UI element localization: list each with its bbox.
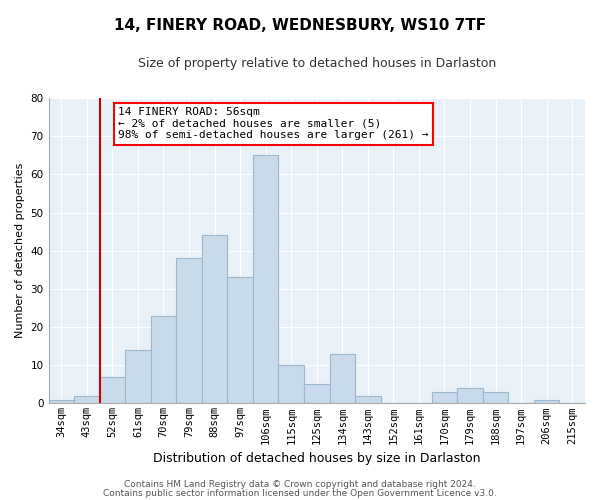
- Bar: [176, 258, 202, 404]
- Bar: [278, 365, 304, 404]
- Text: 14, FINERY ROAD, WEDNESBURY, WS10 7TF: 14, FINERY ROAD, WEDNESBURY, WS10 7TF: [114, 18, 486, 32]
- Bar: [125, 350, 151, 404]
- Bar: [100, 376, 125, 404]
- Bar: [304, 384, 329, 404]
- Bar: [329, 354, 355, 404]
- Bar: [151, 316, 176, 404]
- Bar: [202, 236, 227, 404]
- Bar: [227, 278, 253, 404]
- X-axis label: Distribution of detached houses by size in Darlaston: Distribution of detached houses by size …: [153, 452, 481, 465]
- Bar: [355, 396, 380, 404]
- Bar: [74, 396, 100, 404]
- Text: 14 FINERY ROAD: 56sqm
← 2% of detached houses are smaller (5)
98% of semi-detach: 14 FINERY ROAD: 56sqm ← 2% of detached h…: [118, 107, 429, 140]
- Bar: [483, 392, 508, 404]
- Bar: [534, 400, 559, 404]
- Text: Contains HM Land Registry data © Crown copyright and database right 2024.: Contains HM Land Registry data © Crown c…: [124, 480, 476, 489]
- Bar: [457, 388, 483, 404]
- Y-axis label: Number of detached properties: Number of detached properties: [15, 163, 25, 338]
- Bar: [49, 400, 74, 404]
- Bar: [253, 156, 278, 404]
- Text: Contains public sector information licensed under the Open Government Licence v3: Contains public sector information licen…: [103, 488, 497, 498]
- Title: Size of property relative to detached houses in Darlaston: Size of property relative to detached ho…: [137, 58, 496, 70]
- Bar: [432, 392, 457, 404]
